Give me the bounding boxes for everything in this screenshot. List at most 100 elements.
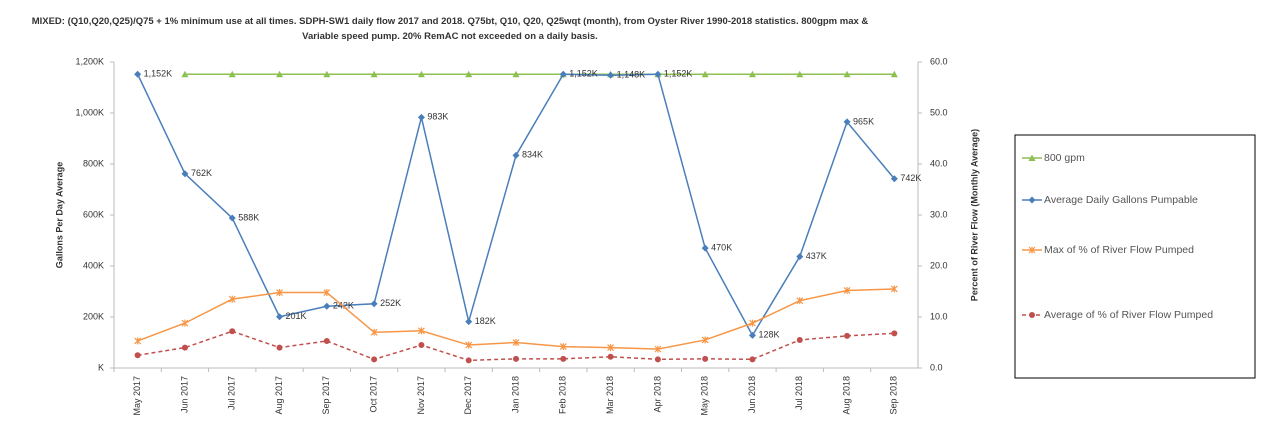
y-tick-label: 1,200K (75, 56, 104, 66)
marker (559, 343, 567, 351)
data-label: 128K (758, 330, 779, 340)
marker (465, 70, 473, 78)
x-tick-label: Feb 2018 (558, 376, 568, 414)
marker (370, 70, 378, 78)
marker (417, 113, 425, 121)
legend-box (1014, 134, 1256, 379)
marker (228, 214, 236, 222)
y-tick-label: 400K (83, 260, 104, 270)
legend-entry: Max of % of River Flow Pumped (1044, 244, 1194, 256)
x-tick-label: Sep 2018 (889, 376, 899, 415)
marker (749, 356, 756, 363)
marker (701, 70, 709, 78)
marker (513, 355, 519, 362)
x-tick-label: Jun 2018 (747, 376, 757, 413)
chart-title: MIXED: (Q10,Q20,Q25)/Q75 + 1% minimum us… (31, 16, 869, 42)
x-tick-label: Jan 2018 (510, 376, 520, 413)
marker (607, 71, 615, 79)
data-label: 470K (711, 243, 732, 253)
marker (796, 336, 803, 343)
data-label: 252K (380, 298, 401, 308)
marker (512, 70, 520, 78)
marker (465, 318, 473, 326)
marker (181, 170, 189, 178)
marker (559, 70, 567, 78)
marker (1028, 246, 1036, 254)
marker (890, 175, 898, 183)
y2-tick-label: 60.0 (930, 56, 948, 66)
marker (134, 352, 141, 359)
y2-axis-label: Percent of River Flow (Monthly Average) (969, 129, 979, 301)
data-label: 1,152K (144, 69, 173, 79)
legend-label: Average of % of River Flow Pumped (1044, 309, 1214, 321)
marker (134, 337, 142, 345)
y-tick-label: 200K (83, 311, 104, 321)
marker (748, 331, 756, 339)
data-label: 588K (238, 212, 259, 222)
y-tick-label: 800K (83, 158, 104, 168)
legend-entry: Average Daily Gallons Pumpable (1044, 194, 1198, 206)
data-label: 762K (191, 168, 212, 178)
y-axis-label: Gallons Per Day Average (54, 162, 64, 268)
x-tick-label: May 2017 (132, 376, 142, 416)
marker (134, 70, 142, 78)
x-tick-label: Jun 2017 (179, 376, 189, 413)
marker (512, 151, 520, 159)
marker (844, 332, 851, 339)
marker (843, 118, 851, 126)
marker (276, 289, 283, 297)
x-tick-label: Dec 2017 (463, 376, 473, 415)
marker (228, 295, 236, 303)
data-label: 983K (427, 112, 448, 122)
x-tick-label: May 2018 (700, 376, 710, 416)
marker (796, 297, 804, 305)
marker (181, 70, 189, 78)
data-label: 834K (522, 150, 543, 160)
marker (417, 327, 425, 335)
marker (796, 253, 804, 261)
legend-label: 800 gpm (1044, 152, 1085, 164)
marker (607, 353, 614, 360)
marker (843, 286, 851, 294)
marker (1028, 154, 1036, 161)
x-tick-label: Aug 2017 (274, 376, 284, 415)
data-label: 201K (286, 311, 307, 321)
marker (890, 285, 898, 293)
y2-tick-label: 0.0 (930, 362, 943, 372)
marker (748, 70, 756, 78)
x-tick-label: Aug 2018 (841, 376, 851, 415)
marker (276, 344, 283, 351)
marker (654, 345, 662, 353)
marker (607, 344, 615, 352)
marker (465, 357, 472, 364)
marker (512, 339, 520, 346)
marker (181, 344, 188, 351)
marker (228, 70, 236, 78)
marker (749, 319, 756, 327)
marker (891, 330, 898, 337)
marker (465, 341, 473, 349)
marker (323, 70, 331, 78)
y-tick-label: 1,000K (75, 107, 104, 117)
y2-tick-label: 30.0 (930, 209, 948, 219)
marker (701, 336, 709, 344)
marker (418, 342, 425, 349)
marker (370, 300, 378, 308)
data-label: 1,148K (617, 70, 646, 80)
marker (796, 70, 804, 78)
data-label: 437K (806, 251, 827, 261)
marker (229, 328, 236, 335)
x-tick-label: Sep 2017 (321, 376, 331, 415)
y2-tick-label: 20.0 (930, 260, 948, 270)
data-label: 742K (900, 173, 921, 183)
marker (323, 337, 330, 344)
x-tick-label: Jul 2017 (227, 376, 237, 410)
legend-label: Max of % of River Flow Pumped (1044, 244, 1194, 256)
y2-tick-label: 10.0 (930, 311, 948, 321)
marker (323, 289, 331, 297)
marker (323, 302, 331, 310)
marker (654, 70, 662, 78)
marker (276, 70, 284, 78)
marker (1028, 196, 1036, 204)
marker (370, 328, 378, 336)
